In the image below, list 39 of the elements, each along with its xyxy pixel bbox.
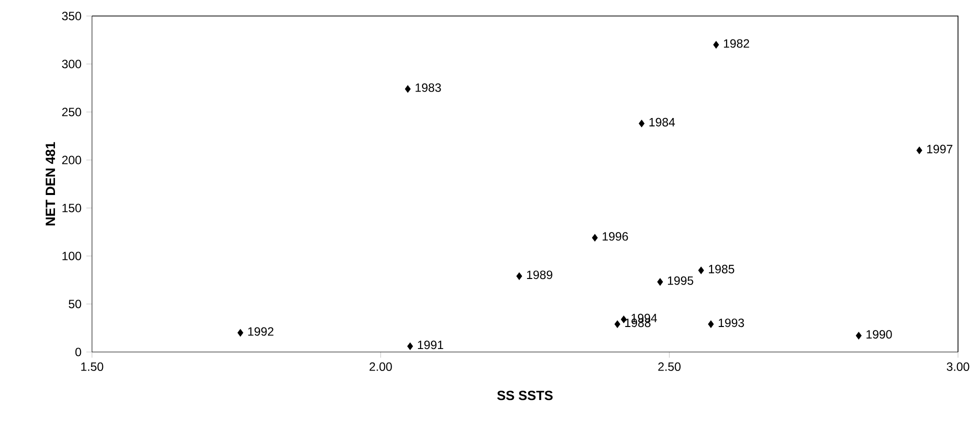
point [407, 342, 413, 350]
point [638, 120, 644, 128]
point [713, 41, 719, 49]
y-tick-label: 150 [62, 204, 82, 212]
x-tick-label: 1.50 [81, 362, 104, 371]
y-tick-label: 250 [62, 108, 82, 116]
annotation: 1992 [248, 327, 274, 336]
y-axis-title: NET DEN 481 [46, 142, 56, 226]
annotation: 1984 [649, 118, 675, 126]
point [614, 320, 620, 328]
point [708, 320, 714, 328]
point [856, 332, 862, 340]
y-tick-label: 350 [62, 12, 82, 20]
y-tick-label: 50 [68, 300, 82, 308]
y-tick-label: 300 [62, 60, 82, 68]
point [698, 266, 704, 274]
y-tick-label: 100 [62, 252, 82, 260]
annotation: 1985 [708, 264, 734, 274]
point [516, 272, 522, 280]
annotation: 1989 [527, 270, 552, 280]
x-tick-label: 3.00 [946, 362, 970, 371]
annotation: 1995 [668, 276, 694, 285]
annotation: 1997 [927, 144, 952, 154]
x-tick-label: 2.50 [658, 362, 681, 371]
x-tick-label: 2.00 [370, 362, 392, 371]
point [238, 329, 244, 337]
y-tick-label: 200 [62, 156, 82, 164]
annotation: 1982 [724, 39, 750, 48]
point [657, 278, 663, 286]
point [916, 146, 922, 154]
annotation: 1990 [866, 330, 892, 339]
annotation: 1991 [418, 340, 444, 350]
point [404, 85, 411, 93]
x-axis-title: SS SSTS [497, 390, 553, 400]
annotation: 1996 [602, 232, 628, 241]
y-tick-label: 0 [75, 348, 82, 356]
annotation: 1983 [416, 83, 441, 92]
point [592, 234, 598, 242]
annotation: 1993 [718, 318, 744, 328]
